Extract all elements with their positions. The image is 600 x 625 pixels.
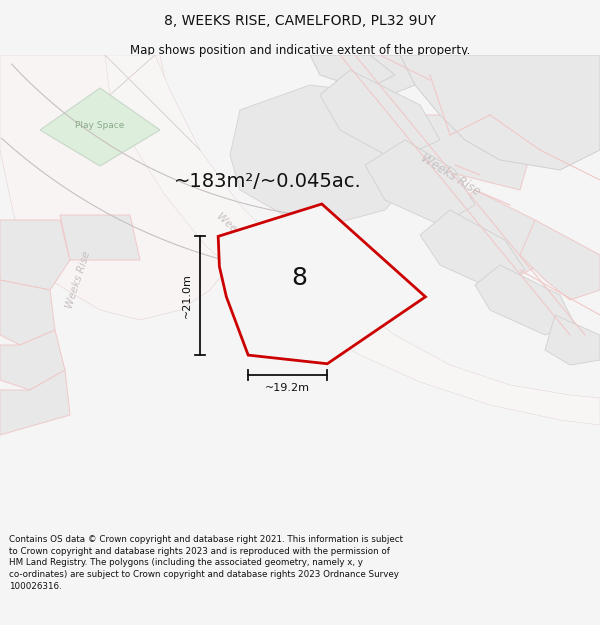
- Polygon shape: [320, 70, 440, 160]
- Polygon shape: [495, 55, 600, 110]
- Polygon shape: [60, 215, 140, 260]
- Polygon shape: [545, 315, 600, 365]
- Text: Weeks Rise: Weeks Rise: [64, 250, 92, 310]
- Polygon shape: [0, 220, 70, 290]
- Text: ~19.2m: ~19.2m: [265, 383, 310, 393]
- Polygon shape: [218, 204, 425, 364]
- Text: 8: 8: [291, 266, 307, 291]
- Polygon shape: [400, 55, 600, 170]
- Polygon shape: [230, 85, 430, 230]
- Text: Contains OS data © Crown copyright and database right 2021. This information is : Contains OS data © Crown copyright and d…: [9, 535, 403, 591]
- Polygon shape: [355, 55, 440, 95]
- Polygon shape: [0, 280, 55, 345]
- Polygon shape: [430, 55, 600, 85]
- Text: Play Space: Play Space: [76, 121, 125, 129]
- Polygon shape: [0, 370, 70, 435]
- Polygon shape: [365, 140, 475, 225]
- Polygon shape: [410, 115, 530, 190]
- Text: ~183m²/~0.045ac.: ~183m²/~0.045ac.: [174, 172, 362, 191]
- Polygon shape: [475, 265, 575, 335]
- Polygon shape: [520, 220, 600, 300]
- Polygon shape: [310, 55, 395, 90]
- Polygon shape: [420, 210, 525, 290]
- Polygon shape: [0, 330, 65, 390]
- Polygon shape: [105, 55, 600, 425]
- Polygon shape: [430, 55, 545, 90]
- Polygon shape: [420, 55, 530, 115]
- Text: Map shows position and indicative extent of the property.: Map shows position and indicative extent…: [130, 44, 470, 57]
- Polygon shape: [0, 55, 230, 320]
- Text: Weeks Rise: Weeks Rise: [215, 211, 265, 259]
- Text: ~21.0m: ~21.0m: [182, 273, 192, 318]
- Polygon shape: [40, 88, 160, 166]
- Text: 8, WEEKS RISE, CAMELFORD, PL32 9UY: 8, WEEKS RISE, CAMELFORD, PL32 9UY: [164, 14, 436, 28]
- Text: Weeks Rise: Weeks Rise: [418, 152, 482, 198]
- Polygon shape: [445, 190, 560, 275]
